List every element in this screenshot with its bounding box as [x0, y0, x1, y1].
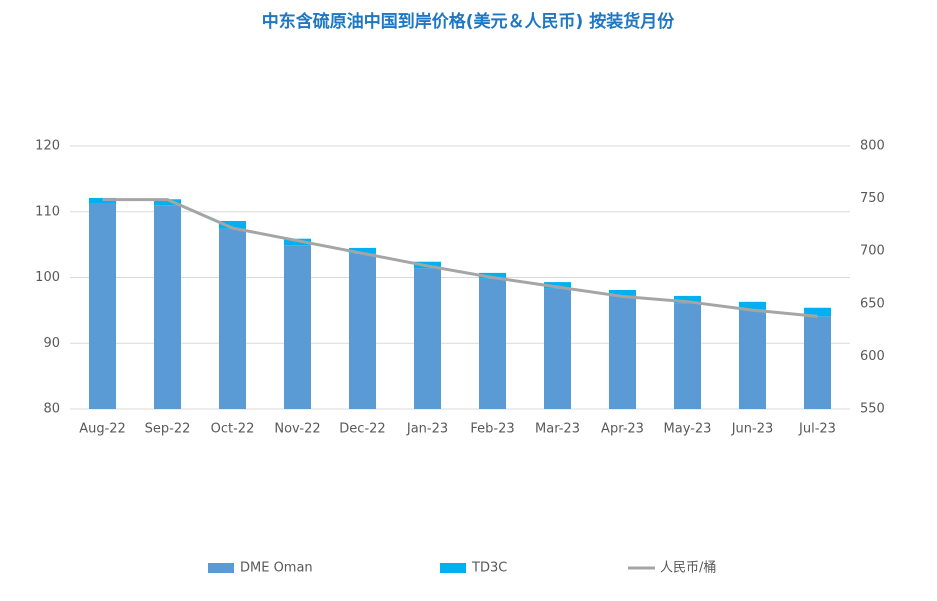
x-tick-label: Jan-23 [406, 422, 448, 437]
chart-title: 中东含硫原油中国到岸价格(美元＆人民币) 按装货月份 [262, 11, 675, 32]
y-tick-label: 80 [43, 402, 60, 417]
bar [89, 203, 116, 409]
y2-tick-label: 700 [860, 244, 885, 259]
y-tick-label: 110 [35, 204, 60, 219]
bar [414, 268, 441, 409]
bar [154, 205, 181, 409]
x-tick-label: Aug-22 [79, 422, 126, 437]
bar [349, 247, 376, 254]
bar [804, 307, 831, 317]
legend-label: 人民币/桶 [660, 561, 716, 576]
y2-tick-label: 600 [860, 349, 885, 364]
bar [674, 295, 701, 304]
x-tick-label: Jul-23 [798, 422, 836, 437]
bar [609, 295, 636, 409]
x-tick-label: Sep-22 [145, 422, 191, 437]
x-tick-label: Feb-23 [470, 422, 514, 437]
legend-swatch [208, 563, 234, 573]
bar [544, 288, 571, 409]
bar [609, 289, 636, 296]
x-tick-label: Jun-23 [731, 422, 774, 437]
y2-tick-label: 550 [860, 402, 885, 417]
y2-tick-label: 800 [860, 139, 885, 154]
bar [284, 245, 311, 409]
bar [349, 253, 376, 409]
y-tick-label: 100 [35, 270, 60, 285]
bar [154, 199, 181, 206]
bar [739, 301, 766, 310]
bar [804, 316, 831, 409]
bar [219, 228, 246, 409]
x-tick-label: Mar-23 [535, 422, 580, 437]
y2-tick-label: 650 [860, 296, 885, 311]
y2-tick-label: 750 [860, 191, 885, 206]
bar [739, 309, 766, 409]
x-tick-label: Dec-22 [339, 422, 385, 437]
legend-swatch [440, 563, 466, 573]
y-tick-label: 120 [35, 139, 60, 154]
x-tick-label: May-23 [664, 422, 712, 437]
x-tick-label: Nov-22 [274, 422, 320, 437]
x-tick-label: Apr-23 [601, 422, 644, 437]
legend-label: TD3C [471, 561, 507, 576]
bar [674, 303, 701, 409]
bar [479, 278, 506, 409]
bar [219, 220, 246, 229]
line [102, 198, 818, 318]
bar [544, 282, 571, 289]
bar [479, 272, 506, 279]
x-tick-label: Oct-22 [211, 422, 255, 437]
legend-label: DME Oman [240, 561, 313, 576]
y-tick-label: 90 [43, 336, 60, 351]
